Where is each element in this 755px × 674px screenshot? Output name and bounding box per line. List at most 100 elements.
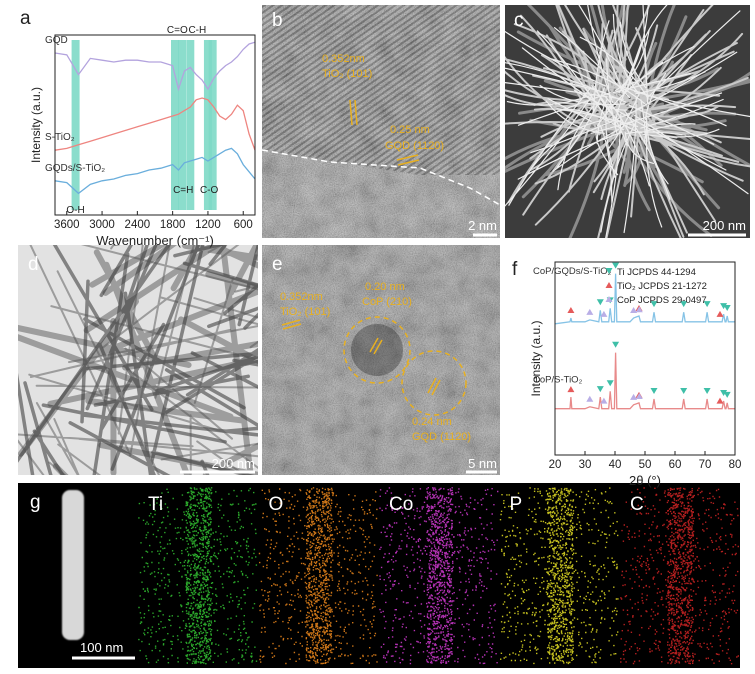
element-label: P — [510, 494, 523, 515]
phase-marker — [723, 391, 731, 398]
annotation: C=O — [167, 25, 188, 36]
legend-label: TiO₂ JCPDS 21-1272 — [617, 281, 707, 292]
scale-label: 2 nm — [468, 218, 497, 233]
x-tick-label: 60 — [669, 459, 682, 471]
phase-marker — [635, 306, 643, 313]
band — [208, 40, 217, 210]
series-label: CoP/GQDs/S-TiO₂ — [533, 266, 612, 277]
scale-label: 5 nm — [468, 456, 497, 471]
annotation: GQD (1120) — [412, 431, 471, 443]
x-tick-label: 40 — [609, 459, 622, 471]
phase-marker — [720, 389, 728, 396]
annotation: 0.25 nm — [390, 124, 430, 136]
panel-label: d — [28, 254, 39, 275]
element-map — [258, 487, 378, 665]
rod — [18, 245, 258, 475]
annotation: C-H — [188, 25, 206, 36]
legend-marker — [605, 282, 613, 288]
x-tick-label: 70 — [699, 459, 712, 471]
scale-label: 200 nm — [703, 218, 746, 233]
series-line — [555, 352, 735, 410]
element-map — [499, 487, 619, 665]
phase-marker — [612, 341, 620, 348]
tem-shade — [262, 5, 500, 238]
panel-e: e 0.352nm TiO₂ (101) 0.20 nm CoP (210) 0… — [262, 245, 500, 475]
fibers — [505, 5, 750, 238]
circle — [401, 350, 467, 416]
panel-label: b — [272, 10, 283, 31]
panel-g: g 100 nm Ti O Co P C — [18, 483, 740, 668]
band — [203, 40, 212, 210]
panel-label: g — [30, 492, 41, 513]
scale-label: 100 nm — [80, 640, 123, 655]
series-line — [54, 41, 256, 92]
phase-marker — [606, 380, 614, 387]
x-tick-label: 600 — [234, 219, 253, 231]
phase-marker — [716, 310, 724, 317]
annotation: TiO₂ (101) — [322, 68, 372, 80]
series-line — [54, 97, 256, 151]
phase-marker — [600, 397, 608, 404]
band — [171, 40, 179, 210]
y-axis-title: Intensity (a.u.) — [29, 87, 43, 163]
phase-marker — [650, 301, 658, 308]
element-map — [379, 487, 499, 665]
panel-b: b 0.352nm TiO₂ (101) 0.25 nm GQD (1120) … — [262, 5, 500, 238]
fringes — [281, 319, 441, 396]
band — [186, 40, 195, 210]
panel-d: d 200 nm — [18, 245, 258, 475]
annotation: 0.352nm — [280, 291, 323, 303]
map-bg — [18, 483, 740, 668]
series-label: CoP/S-TiO₂ — [533, 375, 583, 386]
series-line — [554, 273, 735, 325]
phase-marker — [630, 306, 638, 313]
element-map — [620, 487, 739, 665]
phase-marker — [596, 299, 604, 306]
scale-label: 200 nm — [212, 456, 255, 471]
phase-marker — [716, 397, 724, 404]
phase-marker — [680, 301, 688, 308]
y-axis-title: Intensity (a.u.) — [529, 320, 543, 396]
annotation: 0.20 nm — [365, 281, 405, 293]
legend-marker — [605, 296, 613, 302]
series-label: GQDs/S-TiO₂ — [45, 163, 105, 174]
x-axis-title: Wavenumber (cm⁻¹) — [96, 233, 214, 248]
phase-marker — [703, 301, 711, 308]
phase-marker — [703, 388, 711, 395]
annotation: O-H — [66, 205, 84, 216]
series-label: S-TiO₂ — [45, 132, 75, 143]
element-label: O — [269, 494, 284, 515]
plot-frame — [54, 34, 256, 216]
legend-label: CoP JCPDS 29-0497 — [617, 295, 707, 306]
rod — [18, 245, 258, 475]
fiber — [505, 5, 750, 238]
x-tick-label: 3600 — [54, 219, 80, 231]
phase-marker — [586, 395, 594, 402]
x-tick-label: 80 — [729, 459, 742, 471]
panel-label: a — [20, 8, 31, 29]
panel-c: c 200 nm — [505, 5, 750, 238]
phase-marker — [567, 386, 575, 393]
phase-marker — [680, 388, 688, 395]
element-label: Co — [389, 494, 413, 515]
phase-marker — [630, 393, 638, 400]
fringes — [349, 99, 420, 166]
phase-marker — [723, 305, 731, 312]
legend-label: Ti JCPDS 44-1294 — [617, 267, 696, 278]
panel-label: f — [512, 259, 518, 280]
series-label: GQD — [45, 35, 68, 46]
panel-label: c — [514, 10, 524, 31]
phase-marker — [600, 310, 608, 317]
series-line — [54, 147, 256, 195]
phase-marker — [650, 388, 658, 395]
circle — [343, 316, 411, 384]
phase-marker — [635, 393, 643, 400]
x-tick-label: 30 — [579, 459, 592, 471]
element-map — [138, 487, 258, 665]
phase-marker — [720, 303, 728, 310]
annotation: 0.352nm — [322, 53, 365, 65]
band — [71, 40, 80, 210]
phase-marker — [596, 386, 604, 393]
tem-shade — [262, 245, 500, 475]
